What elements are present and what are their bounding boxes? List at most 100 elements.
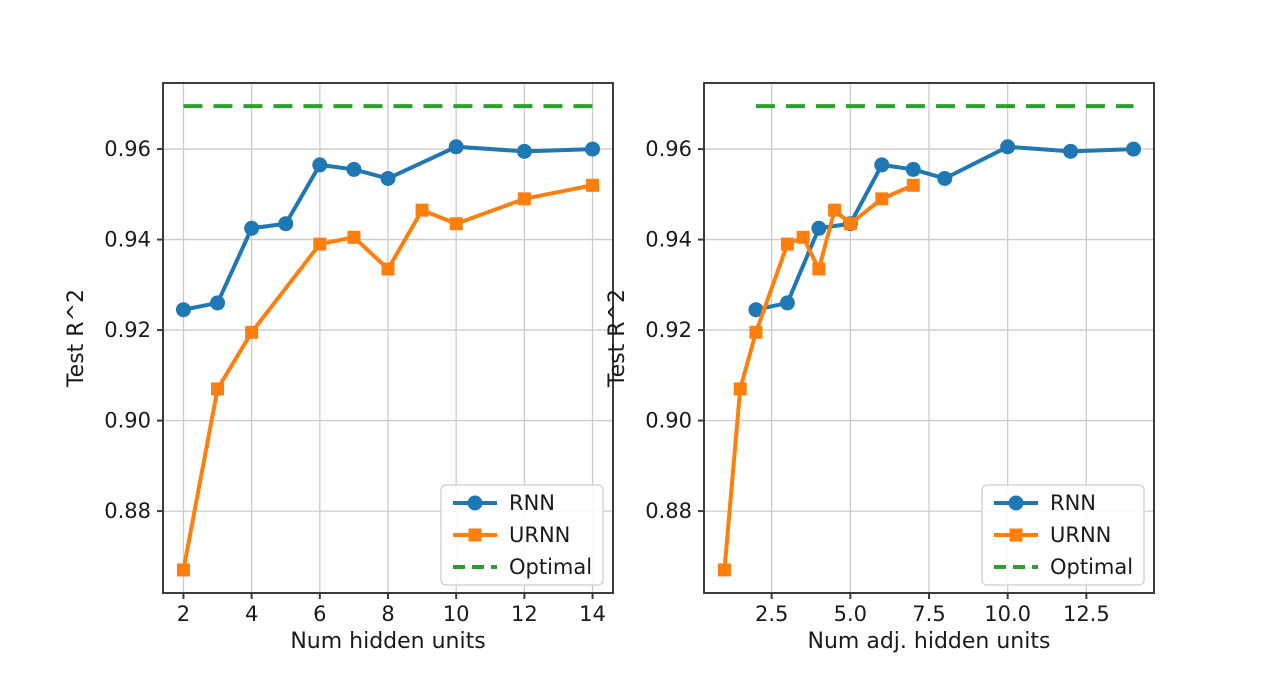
- rnn-marker: [748, 302, 764, 318]
- legend-item-urnn: URNN: [994, 523, 1111, 547]
- rnn-marker: [937, 170, 953, 186]
- legend-sample-marker: [468, 528, 482, 542]
- urnn-marker: [313, 237, 327, 251]
- rnn-series: [175, 139, 601, 318]
- y-tick-label: 0.96: [104, 137, 151, 161]
- x-tick-label: 7.5: [912, 602, 945, 626]
- urnn-marker: [717, 563, 731, 577]
- legend-label: RNN: [509, 491, 555, 515]
- y-tick-label: 0.94: [104, 228, 151, 252]
- legend-item-rnn: RNN: [453, 491, 555, 515]
- urnn-marker: [245, 325, 259, 339]
- urnn-marker: [780, 237, 794, 251]
- urnn-marker: [875, 192, 889, 206]
- rnn-marker: [516, 143, 532, 159]
- y-tick-label: 0.88: [645, 499, 692, 523]
- urnn-series: [176, 178, 600, 577]
- rnn-marker: [380, 170, 396, 186]
- rnn-line: [755, 144, 1134, 312]
- y-tick-label: 0.88: [104, 499, 151, 523]
- x-tick-label: 8: [381, 602, 394, 626]
- urnn-marker: [733, 382, 747, 396]
- x-axis: 2 4 6 8 10 12 14 Num hidden units: [177, 593, 606, 654]
- urnn-line: [181, 183, 593, 571]
- legend: RNN URNN Optimal: [981, 484, 1145, 586]
- rnn-marker: [779, 295, 795, 311]
- legend-item-optimal: Optimal: [453, 555, 592, 579]
- rnn-marker: [1063, 143, 1079, 159]
- urnn-marker: [749, 325, 763, 339]
- x-tick-label: 14: [579, 602, 606, 626]
- urnn-series: [717, 178, 920, 577]
- y-tick-label: 0.90: [645, 409, 692, 433]
- rnn-marker: [585, 141, 601, 157]
- urnn-marker: [347, 230, 361, 244]
- urnn-marker: [449, 217, 463, 231]
- urnn-marker: [812, 262, 826, 276]
- rnn-marker: [278, 216, 294, 232]
- y-axis: 0.88 0.90 0.92 0.94 0.96 Test R^2: [64, 137, 163, 523]
- urnn-line: [722, 183, 915, 571]
- x-tick-label: 2.5: [755, 602, 788, 626]
- right-chart: 2.5 5.0 7.5 10.0 12.5 Num adj. hidden units 0.…: [605, 82, 1155, 654]
- urnn-marker: [176, 563, 190, 577]
- legend-box: [440, 484, 604, 586]
- legend-sample-marker: [467, 495, 483, 511]
- urnn-marker: [517, 192, 531, 206]
- urnn-marker: [211, 382, 225, 396]
- x-tick-label: 10.0: [984, 602, 1031, 626]
- rnn-marker: [175, 302, 191, 318]
- legend-sample-marker: [1009, 528, 1023, 542]
- legend-item-optimal: Optimal: [994, 555, 1133, 579]
- legend: RNN URNN Optimal: [440, 484, 604, 586]
- urnn-marker: [796, 230, 810, 244]
- x-tick-label: 5.0: [834, 602, 867, 626]
- y-tick-label: 0.94: [645, 228, 692, 252]
- x-tick-label: 4: [245, 602, 258, 626]
- rnn-marker: [811, 220, 827, 236]
- urnn-marker: [843, 217, 857, 231]
- urnn-marker: [906, 178, 920, 192]
- rnn-marker: [312, 157, 328, 173]
- rnn-marker: [448, 139, 464, 155]
- x-tick-label: 10: [443, 602, 470, 626]
- rnn-marker: [244, 220, 260, 236]
- urnn-marker: [828, 203, 842, 217]
- x-tick-label: 2: [177, 602, 190, 626]
- x-tick-label: 12.5: [1063, 602, 1110, 626]
- y-tick-label: 0.90: [104, 409, 151, 433]
- x-tick-label: 12: [511, 602, 538, 626]
- legend-item-urnn: URNN: [453, 523, 570, 547]
- legend-item-rnn: RNN: [994, 491, 1096, 515]
- legend-label: Optimal: [509, 555, 592, 579]
- x-tick-label: 6: [313, 602, 326, 626]
- rnn-marker: [905, 161, 921, 177]
- rnn-line: [183, 144, 593, 312]
- rnn-marker: [874, 157, 890, 173]
- rnn-marker: [210, 295, 226, 311]
- legend-label: URNN: [509, 523, 570, 547]
- x-axis-title: Num adj. hidden units: [808, 629, 1051, 654]
- legend-sample-marker: [1008, 495, 1024, 511]
- urnn-marker: [586, 178, 600, 192]
- y-tick-label: 0.92: [104, 318, 151, 342]
- rnn-series: [748, 139, 1142, 318]
- urnn-marker: [415, 203, 429, 217]
- legend-label: RNN: [1050, 491, 1096, 515]
- y-tick-label: 0.96: [645, 137, 692, 161]
- legend-label: URNN: [1050, 523, 1111, 547]
- y-axis: 0.88 0.90 0.92 0.94 0.96 Test R^2: [605, 137, 704, 523]
- rnn-marker: [346, 161, 362, 177]
- urnn-marker: [381, 262, 395, 276]
- legend-box: [981, 484, 1145, 586]
- x-axis: 2.5 5.0 7.5 10.0 12.5 Num adj. hidden units: [755, 593, 1110, 654]
- y-axis-title: Test R^2: [64, 289, 89, 388]
- x-axis-title: Num hidden units: [290, 629, 485, 654]
- rnn-marker: [1000, 139, 1016, 155]
- y-axis-title: Test R^2: [605, 289, 630, 388]
- y-tick-label: 0.92: [645, 318, 692, 342]
- rnn-marker: [1126, 141, 1142, 157]
